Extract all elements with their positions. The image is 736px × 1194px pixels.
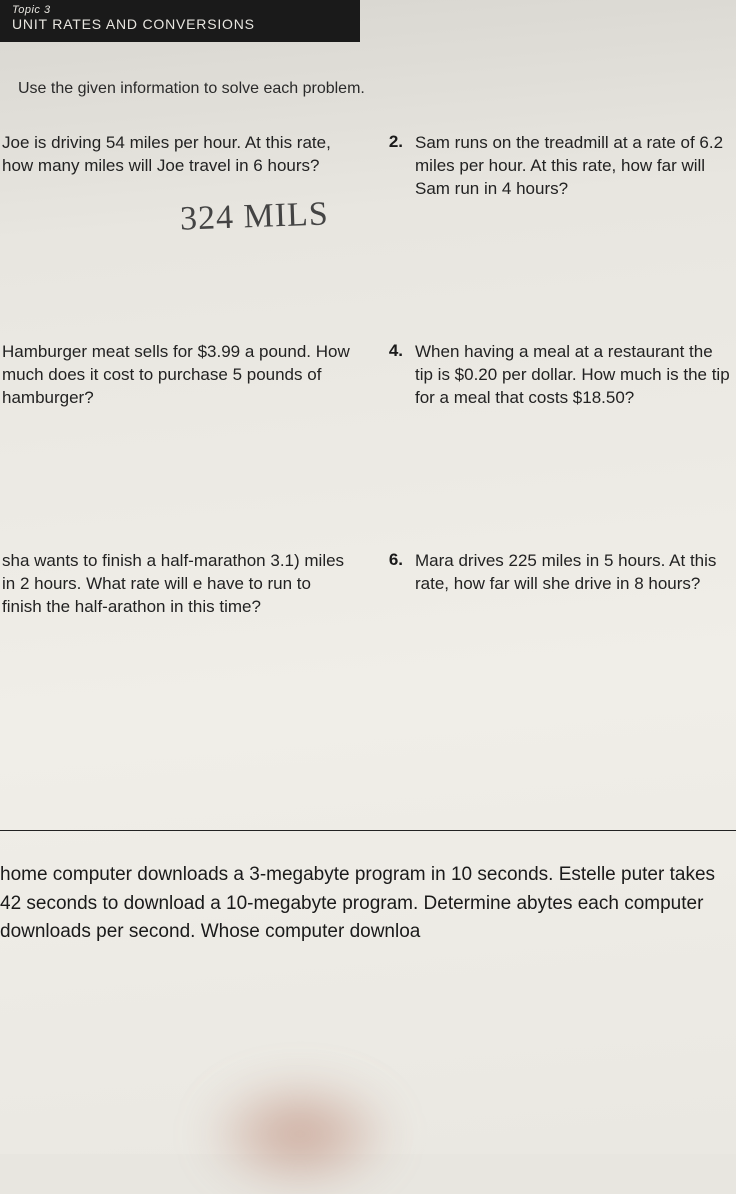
problem-3-text: Hamburger meat sells for $3.99 a pound. … — [2, 341, 355, 410]
topic-label: Topic 3 — [12, 4, 348, 16]
problem-4-number: 4. — [385, 341, 403, 361]
handwritten-answer: 324 MILS — [179, 195, 329, 238]
bottom-section: home computer downloads a 3-megabyte pro… — [0, 830, 736, 947]
problem-7-text: home computer downloads a 3-megabyte pro… — [0, 861, 736, 947]
unit-title: UNIT RATES AND CONVERSIONS — [12, 16, 348, 32]
problem-2: 2. Sam runs on the treadmill at a rate o… — [385, 132, 732, 201]
problem-4: 4. When having a meal at a restaurant th… — [385, 341, 732, 410]
problem-5-text: sha wants to finish a half-marathon 3.1)… — [2, 550, 355, 619]
problem-row-3: sha wants to finish a half-marathon 3.1)… — [0, 550, 736, 619]
instruction-text: Use the given information to solve each … — [18, 80, 736, 98]
problem-6-number: 6. — [385, 550, 403, 570]
problem-4-text: When having a meal at a restaurant the t… — [415, 341, 732, 410]
problem-2-text: Sam runs on the treadmill at a rate of 6… — [415, 132, 732, 201]
problem-row-2: Hamburger meat sells for $3.99 a pound. … — [0, 341, 736, 410]
problem-3: Hamburger meat sells for $3.99 a pound. … — [8, 341, 355, 410]
problems-grid: Joe is driving 54 miles per hour. At thi… — [0, 132, 736, 618]
header-bar: Topic 3 UNIT RATES AND CONVERSIONS — [0, 0, 360, 42]
problem-6-text: Mara drives 225 miles in 5 hours. At thi… — [415, 550, 732, 596]
divider-line — [0, 830, 736, 831]
problem-1-text: Joe is driving 54 miles per hour. At thi… — [2, 132, 355, 178]
problem-row-1: Joe is driving 54 miles per hour. At thi… — [0, 132, 736, 201]
worksheet-page: Topic 3 UNIT RATES AND CONVERSIONS Use t… — [0, 0, 736, 1154]
finger-blur — [200, 1074, 400, 1194]
problem-5: sha wants to finish a half-marathon 3.1)… — [8, 550, 355, 619]
problem-6: 6. Mara drives 225 miles in 5 hours. At … — [385, 550, 732, 619]
problem-1: Joe is driving 54 miles per hour. At thi… — [8, 132, 355, 201]
problem-2-number: 2. — [385, 132, 403, 152]
